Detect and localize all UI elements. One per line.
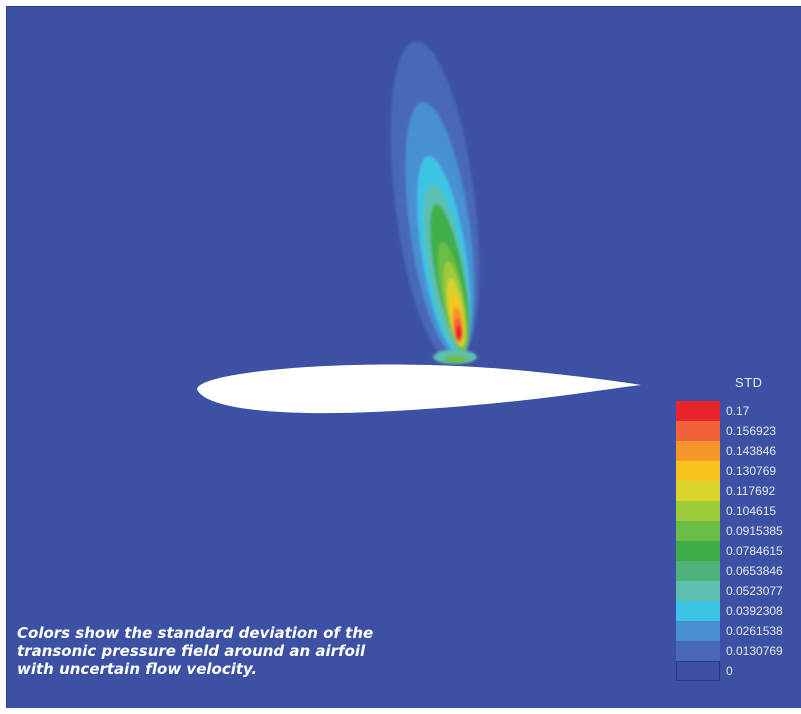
legend-swatch	[676, 601, 720, 621]
legend-label: 0.117692	[726, 484, 776, 498]
color-legend: 0.17 0.156923 0.143846 0.130769 0.117692 0.10…	[676, 397, 783, 697]
legend-label: 0.156923	[726, 424, 777, 438]
legend-label: 0.130769	[726, 464, 777, 478]
contour-plot: STD 0.17 0.156923 0.143846 0.130769 0.117692…	[6, 6, 801, 708]
legend-swatch	[676, 561, 720, 581]
legend-label: 0.0261538	[726, 624, 783, 638]
legend-title: STD	[735, 375, 763, 390]
legend-label: 0	[726, 664, 733, 678]
airfoil-shape	[197, 364, 641, 414]
legend-label: 0.0915385	[726, 524, 783, 538]
legend-swatch	[676, 661, 720, 681]
legend-label: 0.0392308	[726, 604, 783, 618]
legend-label: 0.0523077	[726, 584, 783, 598]
caption-line-1: Colors show the standard deviation of th…	[17, 624, 374, 642]
legend-swatch	[676, 641, 720, 661]
legend-swatch	[676, 461, 720, 481]
legend-label: 0.17	[726, 404, 750, 418]
legend-swatch	[676, 541, 720, 561]
contour-band-foot-inner	[444, 355, 468, 363]
contour-band-12	[456, 326, 462, 340]
legend-swatch	[676, 521, 720, 541]
legend-swatch	[676, 441, 720, 461]
legend-label: 0.0653846	[726, 564, 783, 578]
legend-swatch	[676, 421, 720, 441]
legend-swatch	[676, 481, 720, 501]
legend-swatch	[676, 501, 720, 521]
figure-caption: Colors show the standard deviation of th…	[17, 624, 437, 678]
contour-plot-canvas	[197, 41, 641, 414]
std-contour-plume	[390, 41, 480, 364]
legend-swatch	[676, 401, 720, 421]
legend-label: 0.104615	[726, 504, 777, 518]
caption-line-3: with uncertain flow velocity.	[17, 660, 258, 678]
legend-label: 0.0784615	[726, 544, 783, 558]
caption-line-2: transonic pressure field around an airfo…	[17, 642, 366, 660]
legend-label: 0.143846	[726, 444, 777, 458]
legend-swatch	[676, 621, 720, 641]
legend-label: 0.0130769	[726, 644, 783, 658]
legend-swatch	[676, 581, 720, 601]
